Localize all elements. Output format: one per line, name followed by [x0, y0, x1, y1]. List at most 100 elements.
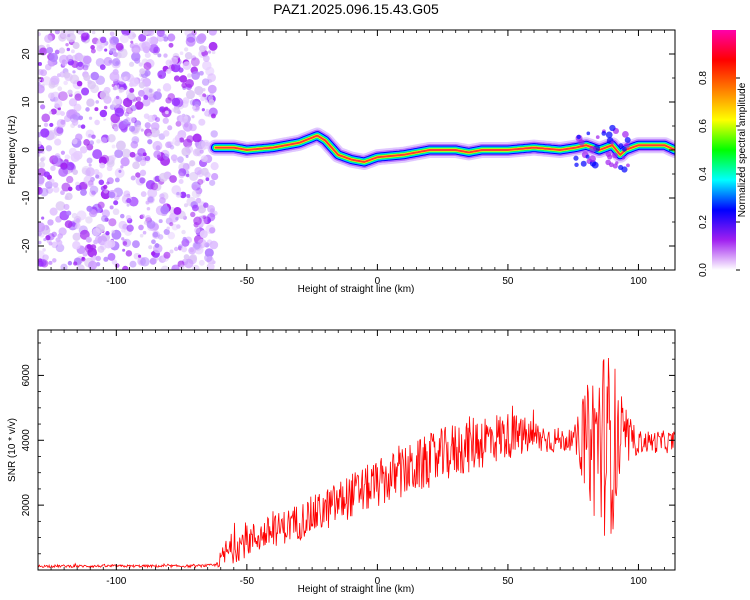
noise-blob — [157, 53, 162, 58]
noise-blob — [66, 54, 73, 62]
noise-blob — [211, 172, 219, 181]
ridge-disturbance — [605, 131, 613, 139]
noise-blob — [160, 265, 170, 270]
noise-blob — [171, 223, 179, 231]
ridge-disturbance — [612, 163, 618, 169]
noise-blob — [38, 62, 42, 66]
noise-blob — [65, 161, 75, 171]
x-tick-label: 50 — [502, 276, 514, 287]
x-tick-label: -50 — [240, 276, 255, 287]
noise-blob — [113, 126, 119, 132]
noise-blob — [43, 171, 50, 178]
noise-blob — [192, 184, 198, 190]
noise-blob — [122, 241, 128, 246]
noise-blob — [77, 232, 81, 236]
noise-blob — [189, 160, 196, 167]
noise-blob — [139, 177, 146, 184]
noise-blob — [178, 67, 184, 73]
colorbar-tick-label: 0.6 — [698, 119, 709, 133]
noise-blob — [114, 149, 123, 159]
noise-blob — [103, 117, 107, 121]
noise-blob — [146, 132, 153, 139]
noise-blob — [163, 53, 168, 58]
noise-blob — [202, 55, 210, 62]
colorbar-ticks: 0.0 0.2 0.4 0.6 0.8 — [698, 71, 740, 277]
x-tick-label: 100 — [630, 276, 647, 287]
noise-blob — [47, 129, 58, 140]
noise-blob — [58, 167, 68, 177]
noise-blob — [88, 116, 93, 120]
noise-blob — [186, 73, 192, 78]
noise-blob — [129, 151, 136, 158]
noise-blob — [181, 146, 191, 157]
noise-blob — [122, 248, 126, 252]
noise-blob — [210, 113, 216, 119]
noise-blob — [113, 200, 119, 206]
noise-blob — [162, 33, 167, 39]
noise-blob — [41, 113, 51, 123]
y-tick-label: 10 — [21, 96, 32, 108]
noise-blob — [157, 154, 161, 159]
noise-blob — [76, 80, 83, 87]
noise-blob — [210, 130, 218, 138]
noise-blob — [105, 231, 110, 236]
noise-blob — [150, 97, 156, 103]
noise-blob — [95, 75, 106, 86]
noise-blob — [88, 163, 92, 167]
noise-blob — [211, 50, 216, 55]
noise-blob — [147, 188, 158, 198]
noise-blob — [109, 71, 120, 82]
noise-blob — [182, 97, 190, 104]
noise-blob — [201, 179, 205, 183]
noise-blob — [204, 99, 209, 103]
noise-blob — [54, 30, 60, 35]
noise-blob — [80, 124, 86, 129]
noise-blob — [168, 42, 174, 48]
noise-blob — [158, 219, 163, 224]
noise-blob — [122, 97, 133, 108]
noise-blob — [54, 49, 60, 55]
noise-blob — [196, 191, 202, 197]
noise-blob — [190, 55, 197, 61]
noise-blob — [42, 248, 46, 252]
noise-blob — [208, 41, 218, 51]
noise-blob — [38, 222, 46, 233]
noise-blob — [183, 254, 190, 260]
noise-blob — [87, 80, 96, 90]
noise-blob — [179, 51, 184, 56]
noise-blob — [38, 69, 44, 76]
noise-blob — [40, 128, 50, 138]
noise-blob — [200, 96, 206, 102]
noise-blob — [159, 197, 166, 204]
noise-blob — [48, 52, 59, 63]
noise-blob — [38, 131, 42, 138]
noise-blob — [74, 93, 82, 101]
noise-blob — [58, 227, 67, 236]
noise-blob — [63, 203, 70, 210]
noise-blob — [60, 150, 66, 155]
ridge-disturbance — [626, 163, 630, 168]
noise-blob — [67, 89, 73, 95]
noise-blob — [51, 231, 57, 238]
noise-blob — [38, 81, 41, 86]
noise-blob — [169, 222, 174, 227]
noise-blob — [52, 182, 59, 188]
noise-blob — [57, 86, 63, 92]
noise-blob — [129, 125, 136, 132]
noise-blob — [107, 134, 116, 143]
noise-blob — [178, 168, 187, 177]
noise-blob — [118, 169, 122, 173]
y-tick-label: 2000 — [21, 494, 32, 517]
noise-blob — [146, 219, 156, 229]
noise-blob — [186, 194, 191, 198]
noise-blob — [147, 114, 155, 123]
noise-blob — [208, 99, 215, 106]
noise-blob — [95, 255, 101, 262]
noise-blob — [165, 141, 172, 149]
noise-blob — [132, 240, 140, 249]
noise-blob — [66, 32, 76, 43]
spectrogram-noise-blobs — [38, 30, 219, 270]
noise-blob — [80, 188, 87, 196]
